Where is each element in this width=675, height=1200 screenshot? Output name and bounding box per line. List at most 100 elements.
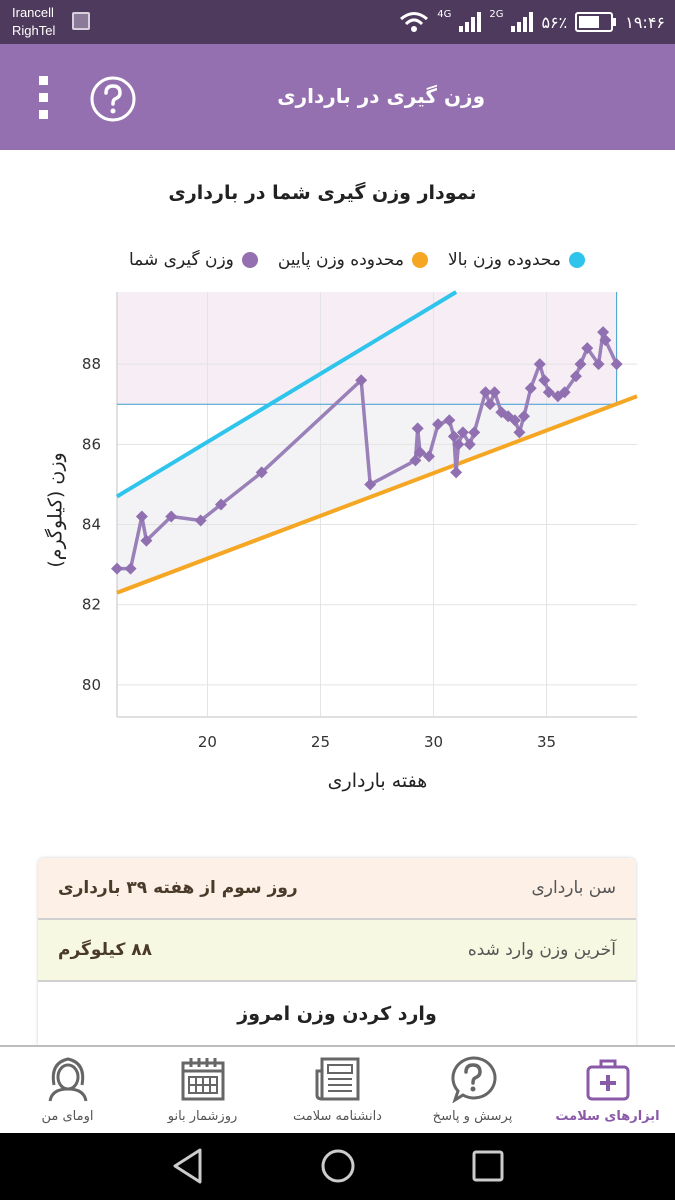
x-tick-label-3: 35 [537, 733, 556, 751]
your-weight-point-23 [484, 398, 497, 411]
legend-label-upper: محدوده وزن بالا [447, 250, 561, 270]
weight-chart: 20 25 30 35 80 82 84 86 88 [82, 290, 638, 751]
your-weight-point-35 [558, 386, 571, 399]
nav-calendar[interactable]: روزشمار بانو [135, 1047, 270, 1133]
chart-title: نمودار وزن گیری شما در بارداری [168, 182, 477, 204]
your-weight-point-5 [194, 514, 207, 527]
nav-label-questions: پرسش و پاسخ [432, 1109, 513, 1124]
y-tick-label-4: 88 [82, 355, 101, 373]
y-tick-label-1: 82 [82, 596, 101, 614]
legend-dot-lower [411, 252, 428, 268]
your-weight-point-11 [411, 422, 424, 435]
wifi-icon [400, 12, 429, 32]
nav-label-health-tools: ابزارهای سلامت [555, 1109, 660, 1124]
your-weight-point-20 [463, 438, 476, 451]
calendar-icon [181, 1058, 224, 1101]
pregnancy-age-row: سن بارداری روز سوم از هفته ۳۹ بارداری [38, 858, 636, 920]
clock: ۱۹:۴۶ [625, 12, 665, 32]
y-axis-label: وزن (کیلوگرم) [44, 452, 67, 567]
signal-icon-2 [511, 12, 534, 32]
carrier-1: Irancell [12, 5, 54, 20]
more-vertical-icon[interactable] [36, 76, 52, 120]
your-weight-point-14 [432, 418, 445, 431]
nav-profile[interactable]: اومای من [0, 1047, 135, 1133]
enter-weight-button[interactable]: وارد کردن وزن امروز [38, 982, 636, 1046]
your-weight-point-1 [124, 562, 137, 575]
upper-range-line [115, 290, 458, 499]
nav-label-profile: اومای من [41, 1109, 94, 1124]
your-weight-point-13 [423, 450, 435, 463]
page-title: وزن گیری در بارداری [277, 84, 485, 108]
your-weight-point-27 [508, 414, 521, 427]
chart-legend: محدوده وزن بالا محدوده وزن پایین وزن گیر… [129, 250, 585, 270]
your-weight-point-17 [450, 466, 463, 479]
system-navigation-bar [0, 1133, 675, 1200]
your-weight-point-33 [542, 386, 555, 399]
legend-item-yours: وزن گیری شما [129, 250, 258, 270]
lower-range-line [116, 394, 638, 595]
last-weight-value: ۸۸ کیلوگرم [58, 940, 153, 960]
y-tick-label-0: 80 [82, 676, 101, 694]
status-bar: Irancell RighTel 4G 2G ۵۶٪ ۱۹:۴۶ [0, 0, 675, 44]
your-weight-point-16 [447, 430, 460, 443]
x-tick-label-1: 25 [311, 733, 330, 751]
gallery-notification-icon [72, 12, 90, 30]
network-type-2: 2G [489, 8, 504, 20]
network-type-1: 4G [437, 8, 452, 20]
your-weight-point-7 [255, 466, 268, 479]
nav-questions[interactable]: پرسش و پاسخ [405, 1047, 540, 1133]
your-weight-point-24 [488, 386, 501, 399]
x-tick-label-2: 30 [424, 733, 443, 751]
last-weight-row: آخرین وزن وارد شده ۸۸ کیلوگرم [38, 920, 636, 982]
your-weight-point-41 [599, 334, 612, 347]
your-weight-point-32 [538, 374, 551, 387]
your-weight-point-21 [468, 426, 481, 439]
y-axis-label-text: وزن (کیلوگرم) [44, 452, 67, 567]
pregnancy-age-value: روز سوم از هفته ۳۹ بارداری [58, 878, 298, 898]
nav-encyclopedia[interactable]: دانشنامه سلامت [270, 1047, 405, 1133]
back-icon[interactable] [170, 1147, 206, 1185]
legend-item-lower: محدوده وزن پایین [278, 250, 428, 270]
battery-icon [575, 12, 617, 32]
question-bubble-icon [450, 1056, 497, 1103]
your-weight-point-15 [443, 414, 456, 427]
your-weight-point-18 [452, 438, 465, 451]
info-card: سن بارداری روز سوم از هفته ۳۹ بارداری آخ… [38, 858, 636, 1046]
your-weight-point-6 [215, 498, 227, 511]
your-weight-point-2 [135, 510, 148, 523]
app-bar: وزن گیری در بارداری [0, 44, 675, 150]
your-weight-point-3 [140, 534, 153, 547]
your-weight-point-42 [610, 358, 623, 371]
legend-dot-yours [241, 252, 258, 268]
your-weight-point-28 [513, 426, 526, 439]
nav-label-calendar: روزشمار بانو [167, 1109, 238, 1124]
x-axis-label: هفته بارداری [327, 770, 428, 792]
your-weight-point-19 [456, 426, 469, 439]
your-weight-point-31 [533, 358, 546, 371]
legend-label-lower: محدوده وزن پایین [277, 250, 404, 270]
recents-icon[interactable] [472, 1150, 504, 1182]
your-weight-point-10 [409, 454, 422, 467]
your-weight-point-39 [592, 358, 605, 371]
your-weight-point-36 [569, 370, 582, 383]
nav-label-encyclopedia: دانشنامه سلامت [293, 1109, 382, 1124]
your-weight-point-30 [524, 382, 537, 395]
last-weight-label: آخرین وزن وارد شده [467, 940, 616, 960]
your-weight-point-29 [517, 410, 530, 423]
legend-item-upper: محدوده وزن بالا [448, 250, 585, 270]
legend-dot-upper [569, 252, 585, 268]
help-icon[interactable] [90, 76, 136, 122]
x-tick-label-0: 20 [198, 733, 217, 751]
battery-percent: ۵۶٪ [541, 12, 568, 32]
home-icon[interactable] [320, 1148, 356, 1184]
carrier-2: RighTel [12, 23, 56, 38]
your-weight-point-12 [413, 446, 426, 459]
health-kit-icon [586, 1059, 629, 1101]
nav-health-tools[interactable]: ابزارهای سلامت [540, 1047, 675, 1133]
signal-icon-1 [459, 12, 482, 32]
bottom-navigation: ابزارهای سلامت پرسش و پاسخ دانشنامه سلام… [0, 1045, 675, 1133]
your-weight-point-9 [364, 478, 377, 491]
woman-profile-icon [48, 1057, 87, 1102]
your-weight-point-8 [355, 374, 368, 387]
your-weight-point-22 [479, 386, 492, 399]
